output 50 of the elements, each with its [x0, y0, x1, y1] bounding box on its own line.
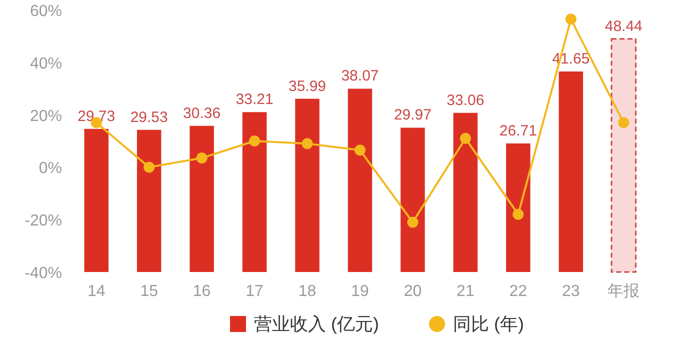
- y-tick-label: -40%: [24, 265, 62, 282]
- data-label: 33.06: [446, 92, 484, 109]
- bar: [506, 143, 530, 272]
- x-tick-label: 15: [140, 283, 158, 300]
- x-tick-label: 21: [456, 283, 474, 300]
- point: [618, 117, 630, 128]
- bar: [400, 128, 425, 272]
- point: [249, 136, 260, 146]
- x-tick-label: 17: [246, 283, 264, 300]
- point: [460, 132, 471, 144]
- point: [354, 144, 366, 156]
- data-label: 29.53: [130, 108, 168, 126]
- data-label: 29.73: [78, 108, 116, 125]
- point: [196, 152, 208, 164]
- x-tick-label: 20: [404, 283, 422, 300]
- bar: [242, 112, 267, 272]
- bar: [190, 126, 214, 272]
- data-label: 48.44: [604, 18, 642, 35]
- bar: [295, 98, 320, 272]
- y-tick-label: 60%: [30, 3, 62, 20]
- bar: [453, 112, 478, 272]
- bar: [558, 72, 584, 272]
- data-label: 26.71: [499, 122, 537, 140]
- x-tick-label: 18: [298, 283, 316, 300]
- bar: [610, 38, 637, 273]
- data-label: 30.36: [183, 104, 221, 122]
- x-tick-label: 19: [351, 283, 369, 300]
- legend-label: 营业收入 (亿元): [254, 314, 379, 334]
- legend-label: 同比 (年): [453, 314, 524, 334]
- data-label: 29.97: [394, 106, 432, 124]
- point: [407, 216, 418, 228]
- point: [565, 14, 576, 25]
- point: [302, 138, 313, 150]
- x-tick-label: 22: [509, 283, 528, 300]
- data-label: 35.99: [288, 78, 326, 95]
- x-tick-label: 23: [562, 283, 580, 300]
- bar: [136, 130, 162, 272]
- y-tick-label: 40%: [30, 55, 62, 72]
- data-label: 38.07: [341, 68, 379, 85]
- y-tick-label: -20%: [24, 212, 62, 230]
- x-tick-label: 14: [87, 283, 106, 300]
- x-tick-label: 年报: [608, 283, 640, 300]
- y-tick-label: 20%: [30, 108, 62, 125]
- y-tick-label: 0%: [38, 160, 62, 178]
- point: [144, 162, 155, 173]
- x-tick-label: 16: [192, 283, 211, 300]
- point: [512, 208, 524, 220]
- bar: [348, 88, 372, 272]
- data-label: 33.21: [236, 91, 274, 108]
- bar: [84, 128, 108, 272]
